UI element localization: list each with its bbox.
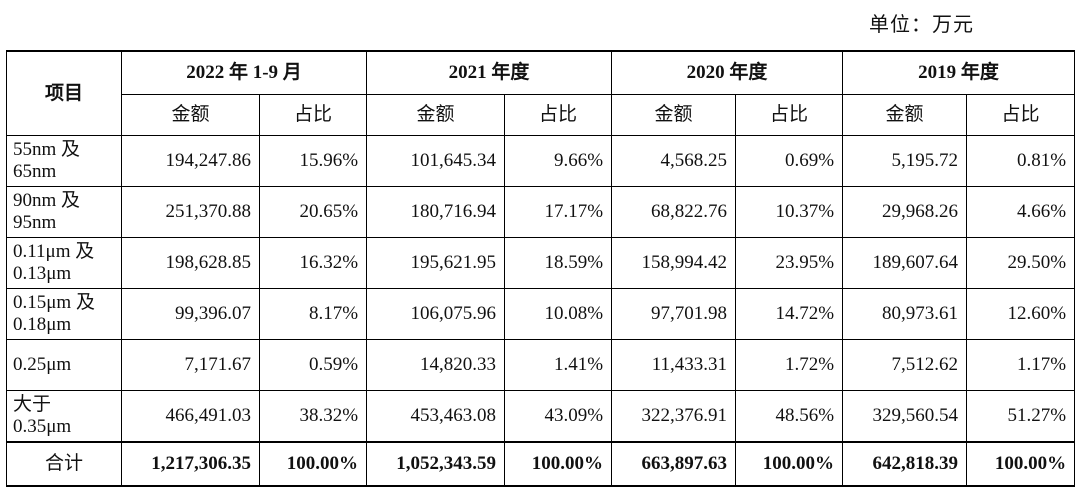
row-label-line-1: 0.25μm [13,354,72,375]
header-item: 项目 [6,50,122,136]
ratio-cell: 51.27% [966,390,1076,442]
header-period-2022: 2022 年 1-9 月 [120,50,368,95]
row-label-line-2: 0.18μm [13,314,72,335]
header-amount: 金额 [842,94,968,136]
ratio-cell: 1.72% [735,339,844,391]
header-row-metrics: 金额 占比 金额 占比 金额 占比 金额 占比 [7,94,1076,136]
total-cell: 100.00% [735,440,844,486]
ratio-cell: 23.95% [735,237,844,289]
ratio-cell: 43.09% [504,390,613,442]
row-label-line-1: 0.15μm 及 [13,292,95,313]
amount-cell: 322,376.91 [611,390,737,442]
ratio-cell: 20.65% [258,186,368,238]
ratio-cell: 1.17% [966,339,1076,391]
table-row: 55nm 及 65nm 194,247.86 15.96% 101,645.34 9.66… [6,135,1076,187]
row-label: 0.25μm [6,339,122,391]
amount-cell: 11,433.31 [611,339,737,391]
ratio-cell: 12.60% [966,288,1076,340]
header-period-2020: 2020 年度 [611,50,844,95]
ratio-cell: 48.56% [735,390,844,442]
amount-cell: 180,716.94 [366,186,506,238]
table-row: 0.15μm 及 0.18μm 99,396.07 8.17% 106,075.96 10… [6,288,1076,340]
ratio-cell: 10.08% [504,288,613,340]
ratio-cell: 0.59% [258,339,368,391]
header-ratio: 占比 [258,94,368,136]
amount-cell: 4,568.25 [611,135,737,187]
amount-cell: 251,370.88 [121,186,260,238]
amount-cell: 198,628.85 [121,237,260,289]
amount-cell: 99,396.07 [121,288,260,340]
amount-cell: 68,822.76 [611,186,737,238]
total-cell: 1,217,306.35 [121,440,260,486]
header-row-periods: 项目 2022 年 1-9 月 2021 年度 2020 年度 2019 年度 [6,50,1076,136]
unit-label: 单位：万元 [869,14,974,36]
ratio-cell: 18.59% [504,237,613,289]
total-label: 合计 [6,440,122,486]
process-node-revenue-table: 项目 2022 年 1-9 月 2021 年度 2020 年度 2019 年度 … [6,50,1076,487]
ratio-cell: 14.72% [735,288,844,340]
header-amount: 金额 [611,94,737,136]
amount-cell: 106,075.96 [366,288,506,340]
row-label: 0.15μm 及 0.18μm [6,288,122,340]
header-ratio: 占比 [735,94,844,136]
ratio-cell: 8.17% [258,288,368,340]
total-cell: 1,052,343.59 [366,440,506,486]
row-label: 0.11μm 及 0.13μm [6,237,122,289]
header-ratio: 占比 [504,94,613,136]
ratio-cell: 16.32% [258,237,368,289]
ratio-cell: 38.32% [258,390,368,442]
row-label-line-1: 90nm 及 [13,190,81,211]
ratio-cell: 29.50% [966,237,1076,289]
amount-cell: 14,820.33 [366,339,506,391]
header-period-2021: 2021 年度 [366,50,613,95]
row-label: 90nm 及 95nm [6,186,122,238]
amount-cell: 80,973.61 [842,288,968,340]
amount-cell: 158,994.42 [611,237,737,289]
amount-cell: 97,701.98 [611,288,737,340]
header-amount: 金额 [121,94,260,136]
table-row: 大于 0.35μm 466,491.03 38.32% 453,463.08 43.09%… [6,390,1076,442]
table-row: 90nm 及 95nm 251,370.88 20.65% 180,716.94 17.1… [6,186,1076,238]
row-label: 大于 0.35μm [6,390,122,442]
amount-cell: 195,621.95 [366,237,506,289]
amount-cell: 7,512.62 [842,339,968,391]
row-label: 55nm 及 65nm [6,135,122,187]
amount-cell: 329,560.54 [842,390,968,442]
table-row: 0.11μm 及 0.13μm 198,628.85 16.32% 195,621.95… [6,237,1076,289]
ratio-cell: 17.17% [504,186,613,238]
amount-cell: 466,491.03 [121,390,260,442]
amount-cell: 189,607.64 [842,237,968,289]
row-label-line-1: 55nm 及 [13,139,81,160]
ratio-cell: 9.66% [504,135,613,187]
row-label-line-2: 65nm [13,161,57,182]
header-period-2019: 2019 年度 [842,50,1076,95]
amount-cell: 7,171.67 [121,339,260,391]
row-label-line-1: 0.11μm 及 [13,241,95,262]
amount-cell: 5,195.72 [842,135,968,187]
ratio-cell: 0.69% [735,135,844,187]
amount-cell: 101,645.34 [366,135,506,187]
table-row: 0.25μm 7,171.67 0.59% 14,820.33 1.41% 11,433.… [6,339,1076,391]
ratio-cell: 10.37% [735,186,844,238]
amount-cell: 29,968.26 [842,186,968,238]
total-cell: 100.00% [258,440,368,486]
row-label-line-2: 0.13μm [13,263,72,284]
total-cell: 663,897.63 [611,440,737,486]
row-label-line-1: 大于 [13,393,52,415]
ratio-cell: 0.81% [966,135,1076,187]
row-label-line-2: 0.35μm [13,415,72,437]
ratio-cell: 1.41% [504,339,613,391]
amount-cell: 453,463.08 [366,390,506,442]
total-cell: 100.00% [504,440,613,486]
total-cell: 100.00% [966,440,1076,486]
total-cell: 642,818.39 [842,440,968,486]
header-ratio: 占比 [966,94,1076,136]
ratio-cell: 4.66% [966,186,1076,238]
amount-cell: 194,247.86 [121,135,260,187]
header-amount: 金额 [366,94,506,136]
row-label-line-2: 95nm [13,212,57,233]
total-row: 合计 1,217,306.35 100.00% 1,052,343.59 100… [6,440,1076,486]
ratio-cell: 15.96% [258,135,368,187]
